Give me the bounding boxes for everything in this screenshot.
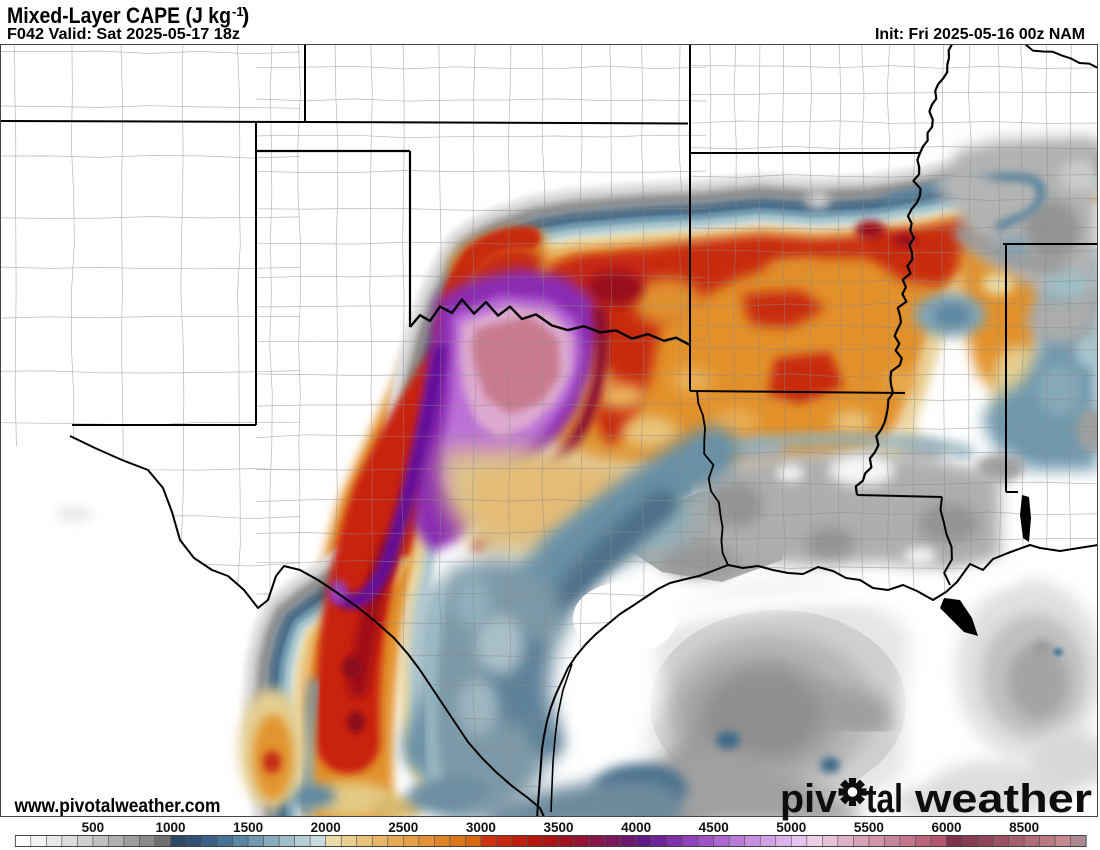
svg-text:weather: weather	[914, 777, 1092, 821]
svg-text:4000: 4000	[621, 820, 651, 835]
svg-text:): )	[242, 3, 249, 28]
svg-text:8500: 8500	[1009, 820, 1039, 835]
svg-text:5500: 5500	[854, 820, 884, 835]
svg-text:3500: 3500	[543, 820, 573, 835]
svg-text:-1: -1	[232, 4, 244, 19]
svg-text:F042 Valid: Sat 2025-05-17 18z: F042 Valid: Sat 2025-05-17 18z	[7, 26, 240, 43]
svg-text:piv: piv	[780, 777, 838, 821]
svg-text:6000: 6000	[931, 820, 961, 835]
svg-text:4500: 4500	[699, 820, 729, 835]
svg-text:1000: 1000	[155, 820, 185, 835]
svg-text:www.pivotalweather.com: www.pivotalweather.com	[14, 796, 221, 817]
svg-text:Init: Fri 2025-05-16 00z NAM: Init: Fri 2025-05-16 00z NAM	[875, 26, 1085, 43]
svg-text:Mixed-Layer CAPE (J kg: Mixed-Layer CAPE (J kg	[7, 3, 231, 28]
svg-text:2000: 2000	[311, 820, 341, 835]
svg-text:3000: 3000	[466, 820, 496, 835]
svg-text:2500: 2500	[388, 820, 418, 835]
svg-text:500: 500	[82, 820, 105, 835]
svg-text:5000: 5000	[776, 820, 806, 835]
svg-text:1500: 1500	[233, 820, 263, 835]
svg-text:tal: tal	[866, 777, 903, 821]
